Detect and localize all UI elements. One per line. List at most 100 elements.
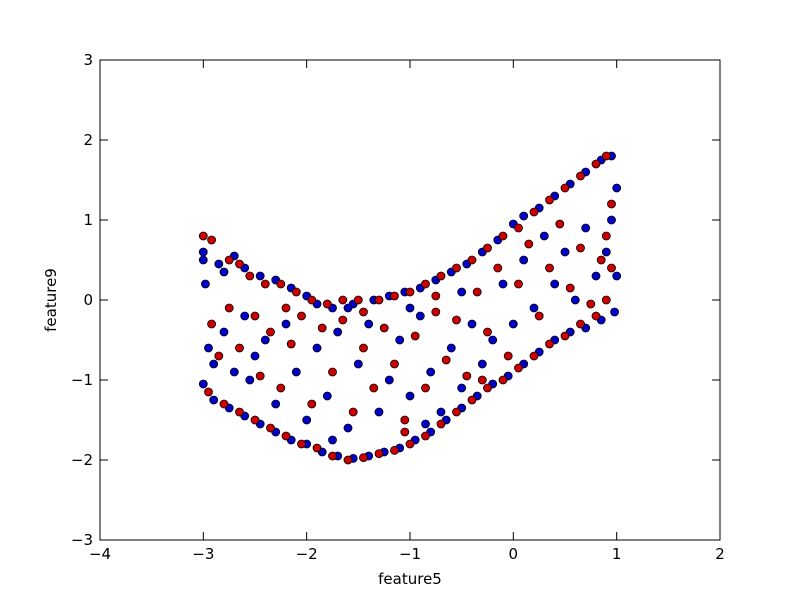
scatter-point <box>498 375 508 385</box>
scatter-point <box>328 451 337 461</box>
scatter-point <box>457 287 467 297</box>
scatter-point <box>467 255 477 265</box>
scatter-point <box>452 407 461 417</box>
scatter-point <box>198 231 208 241</box>
scatter-point <box>405 439 415 449</box>
scatter-point <box>260 279 270 289</box>
scatter-point <box>436 419 446 429</box>
scatter-point <box>565 283 575 293</box>
scatter-point <box>441 355 451 365</box>
scatter-point <box>576 243 585 253</box>
scatter-point <box>395 335 405 345</box>
y-tick-label: 0 <box>83 291 93 309</box>
scatter-point <box>514 279 523 289</box>
scatter-point <box>457 383 467 393</box>
scatter-point <box>198 255 208 265</box>
scatter-point <box>364 319 374 329</box>
scatter-point <box>431 307 441 317</box>
scatter-point <box>477 375 487 385</box>
scatter-point <box>477 359 487 369</box>
scatter-point <box>224 303 234 313</box>
scatter-point <box>405 287 415 297</box>
scatter-point <box>235 343 244 353</box>
scatter-point <box>421 279 430 289</box>
scatter-point <box>498 231 508 241</box>
y-axis-label: feature9 <box>42 268 60 332</box>
scatter-point <box>343 455 353 465</box>
y-tick-label: 3 <box>83 51 93 69</box>
scatter-point <box>307 399 317 409</box>
scatter-point <box>266 327 275 337</box>
scatter-point <box>581 223 591 233</box>
scatter-point <box>359 453 368 463</box>
scatter-point <box>266 423 275 433</box>
scatter-point <box>607 199 616 209</box>
plot-area <box>100 60 720 540</box>
scatter-point <box>343 423 353 433</box>
scatter-point <box>545 195 554 205</box>
scatter-point <box>612 271 622 281</box>
scatter-point <box>415 311 425 321</box>
scatter-point <box>322 391 332 401</box>
scatter-point <box>545 339 554 349</box>
scatter-point <box>245 375 255 385</box>
y-tick-label: −2 <box>71 451 93 469</box>
y-tick-label: −1 <box>71 371 93 389</box>
scatter-point <box>276 383 286 393</box>
scatter-point <box>286 339 296 349</box>
scatter-point <box>610 307 619 317</box>
scatter-point <box>328 367 337 377</box>
scatter-point <box>596 255 606 265</box>
scatter-point <box>207 319 217 329</box>
scatter-point <box>560 183 570 193</box>
scatter-point <box>607 215 616 225</box>
scatter-point <box>209 395 219 405</box>
scatter-point <box>338 295 348 305</box>
scatter-point <box>421 383 430 393</box>
scatter-point <box>198 379 208 389</box>
scatter-point <box>524 239 534 249</box>
scatter-point <box>534 311 544 321</box>
scatter-point <box>333 327 343 337</box>
scatter-point <box>483 243 492 253</box>
scatter-point <box>421 431 430 441</box>
scatter-point <box>359 307 368 317</box>
scatter-point <box>338 315 348 325</box>
scatter-point <box>519 255 529 265</box>
scatter-point <box>255 371 265 381</box>
x-tick-label: −1 <box>399 545 421 563</box>
scatter-point <box>200 279 210 289</box>
scatter-point <box>207 235 217 245</box>
scatter-point <box>328 435 337 445</box>
scatter-point <box>560 247 570 257</box>
scatter-point <box>529 207 539 217</box>
scatter-point <box>250 415 260 425</box>
scatter-point <box>586 299 596 309</box>
scatter-point <box>235 407 244 417</box>
scatter-point <box>400 427 410 437</box>
scatter-point <box>591 311 601 321</box>
scatter-point <box>400 415 410 425</box>
scatter-point <box>250 351 260 361</box>
scatter-point <box>281 319 291 329</box>
scatter-point <box>601 151 611 161</box>
scatter-point <box>219 267 229 277</box>
scatter-point <box>307 295 317 305</box>
scatter-point <box>353 295 363 305</box>
scatter-point <box>359 343 368 353</box>
scatter-point <box>235 259 244 269</box>
scatter-point <box>576 319 585 329</box>
scatter-point <box>281 303 291 313</box>
scatter-point <box>452 263 461 273</box>
scatter-point <box>204 387 213 397</box>
scatter-point <box>576 171 585 181</box>
scatter-point <box>390 359 399 369</box>
scatter-point <box>591 271 601 281</box>
scatter-point <box>529 351 539 361</box>
scatter-point <box>421 419 430 429</box>
scatter-point <box>410 331 420 341</box>
scatter-point <box>348 407 358 417</box>
scatter-point <box>612 183 622 193</box>
scatter-point <box>472 287 482 297</box>
